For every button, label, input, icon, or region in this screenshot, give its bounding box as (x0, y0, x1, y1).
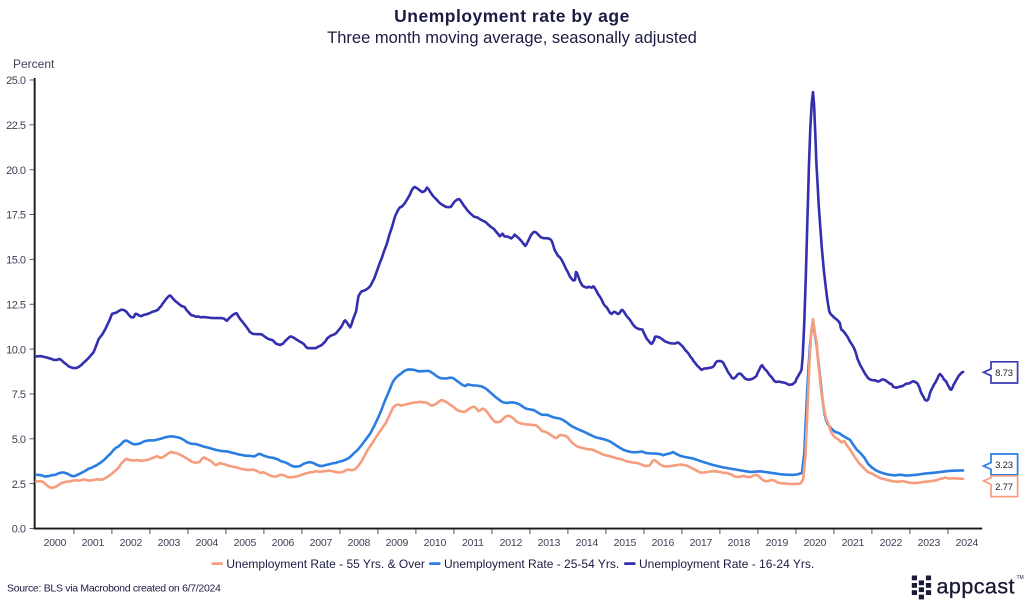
svg-text:TM: TM (1017, 575, 1024, 581)
svg-text:2015: 2015 (614, 537, 637, 549)
svg-text:2.77: 2.77 (995, 482, 1013, 493)
svg-text:Percent: Percent (13, 57, 55, 71)
svg-text:15.0: 15.0 (6, 255, 26, 267)
svg-text:2011: 2011 (462, 537, 484, 549)
svg-text:7.5: 7.5 (12, 389, 26, 401)
svg-text:3.23: 3.23 (995, 460, 1013, 471)
svg-text:2022: 2022 (880, 537, 903, 549)
svg-text:2017: 2017 (690, 537, 713, 549)
svg-text:2010: 2010 (424, 537, 447, 549)
svg-text:Unemployment rate by age: Unemployment rate by age (394, 6, 630, 26)
svg-text:5.0: 5.0 (12, 434, 26, 446)
svg-text:2019: 2019 (766, 537, 789, 549)
svg-text:2014: 2014 (576, 537, 599, 549)
svg-text:Unemployment Rate - 25-54 Yrs.: Unemployment Rate - 25-54 Yrs. (444, 557, 619, 571)
svg-text:8.73: 8.73 (995, 368, 1013, 379)
svg-text:17.5: 17.5 (6, 210, 26, 222)
svg-text:2004: 2004 (196, 537, 219, 549)
svg-text:22.5: 22.5 (6, 120, 26, 132)
svg-text:2024: 2024 (956, 537, 979, 549)
svg-text:2021: 2021 (842, 537, 865, 549)
svg-text:25.0: 25.0 (6, 75, 26, 87)
svg-text:2023: 2023 (918, 537, 941, 549)
svg-text:2001: 2001 (82, 537, 105, 549)
svg-text:20.0: 20.0 (6, 165, 26, 177)
svg-text:12.5: 12.5 (6, 299, 26, 311)
svg-text:Source: BLS via Macrobond crea: Source: BLS via Macrobond created on 6/7… (7, 583, 221, 595)
svg-text:2.5: 2.5 (12, 479, 26, 491)
svg-text:0.0: 0.0 (12, 524, 26, 536)
svg-text:2003: 2003 (158, 537, 181, 549)
svg-text:2018: 2018 (728, 537, 751, 549)
svg-text:2005: 2005 (234, 537, 257, 549)
svg-text:2009: 2009 (386, 537, 409, 549)
svg-text:Three month moving average, se: Three month moving average, seasonally a… (327, 29, 697, 47)
svg-text:2012: 2012 (500, 537, 523, 549)
svg-text:2020: 2020 (804, 537, 827, 549)
svg-text:2016: 2016 (652, 537, 675, 549)
svg-text:2013: 2013 (538, 537, 561, 549)
svg-text:2000: 2000 (44, 537, 67, 549)
svg-text:2006: 2006 (272, 537, 295, 549)
svg-text:appcast: appcast (937, 575, 1015, 599)
svg-text:10.0: 10.0 (6, 344, 26, 356)
svg-text:2008: 2008 (348, 537, 371, 549)
svg-text:Unemployment Rate - 16-24 Yrs.: Unemployment Rate - 16-24 Yrs. (639, 557, 814, 571)
svg-text:2007: 2007 (310, 537, 333, 549)
svg-text:Unemployment Rate - 55 Yrs. &: Unemployment Rate - 55 Yrs. & Over (226, 557, 425, 571)
svg-text:2002: 2002 (120, 537, 143, 549)
